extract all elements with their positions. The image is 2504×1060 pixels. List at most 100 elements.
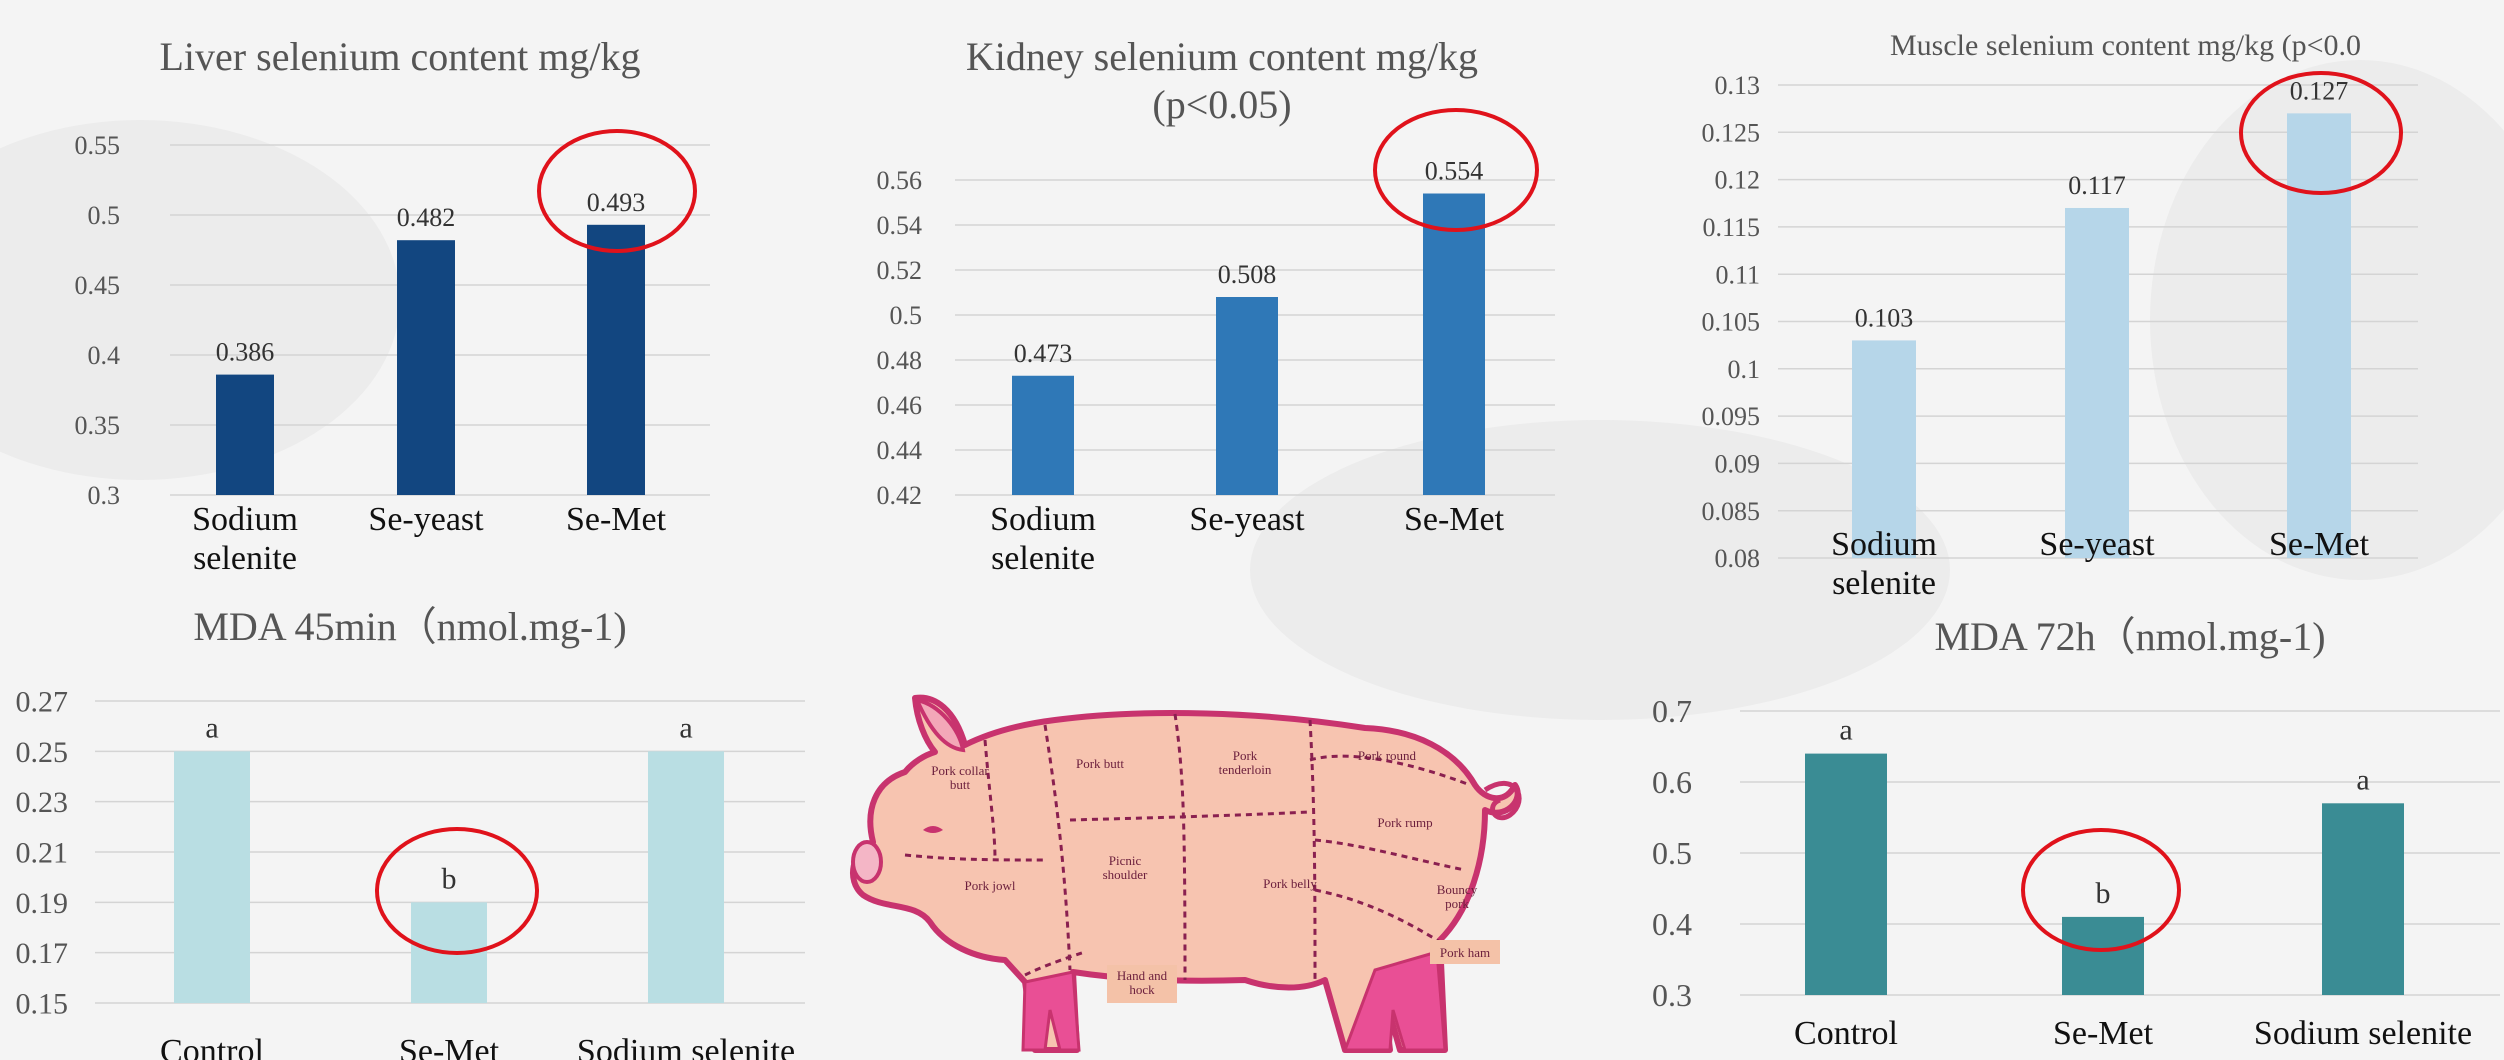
- bar: [2065, 207, 2129, 559]
- bar: [1423, 193, 1485, 495]
- y-tick-label: 0.5: [88, 201, 121, 230]
- x-category-label: Se-yeast: [1189, 501, 1305, 538]
- highlight-circle: [1373, 108, 1539, 232]
- y-tick-label: 0.11: [1715, 260, 1760, 289]
- y-tick-label: 0.44: [877, 436, 923, 465]
- y-tick-label: 0.12: [1715, 166, 1761, 195]
- pig-back-leg: [1342, 950, 1447, 1052]
- chart-title: MDA 45min（nmol.mg-1): [193, 604, 626, 649]
- cut-label-butt: Pork butt: [1076, 756, 1124, 771]
- data-label: 0.103: [1855, 303, 1914, 332]
- y-tick-label: 0.3: [1652, 977, 1692, 1013]
- x-category-label: Sodium selenite: [990, 501, 1096, 577]
- x-category-label: Se-Met: [566, 501, 667, 538]
- muscle-selenium-chart: Muscle selenium content mg/kg (p<0.0 0.08…: [1702, 29, 2418, 602]
- background-shape: [1250, 420, 1950, 720]
- highlight-circle: [2239, 71, 2403, 195]
- cut-label-hock: Hand and hock: [1117, 968, 1168, 997]
- y-tick-label: 0.56: [877, 166, 923, 195]
- y-tick-label: 0.46: [877, 391, 923, 420]
- x-category-label: Se-yeast: [2039, 526, 2155, 563]
- chart-title: MDA 72h（nmol.mg-1): [1934, 614, 2325, 659]
- y-tick-label: 0.08: [1715, 544, 1761, 573]
- background-shape: [0, 120, 400, 480]
- cut-label-ham: Pork ham: [1440, 945, 1490, 960]
- cut-label-rump: Pork rump: [1377, 815, 1432, 830]
- bar: [1852, 340, 1916, 558]
- data-label: b: [2096, 877, 2111, 910]
- y-tick-label: 0.3: [88, 481, 121, 510]
- y-tick-label: 0.21: [16, 837, 69, 870]
- x-category-label: Sodium selenite: [577, 1033, 795, 1060]
- chart-title: Muscle selenium content mg/kg (p<0.0: [1890, 29, 2361, 62]
- y-tick-label: 0.115: [1702, 213, 1760, 242]
- y-tick-label: 0.1: [1728, 355, 1761, 384]
- mda-45min-chart: MDA 45min（nmol.mg-1) 0.15 0.17 0.19 0.21 0.23…: [16, 604, 805, 1060]
- y-tick-label: 0.085: [1702, 497, 1761, 526]
- y-tick-label: 0.6: [1652, 764, 1692, 800]
- y-tick-label: 0.105: [1702, 308, 1761, 337]
- y-tick-label: 0.4: [88, 341, 121, 370]
- x-category-label: Se-Met: [1404, 501, 1505, 538]
- x-category-label: Sodium selenite: [1831, 526, 1937, 602]
- pig-body: [850, 694, 1521, 1053]
- cut-lines: [904, 713, 1471, 983]
- y-tick-label: 0.25: [16, 736, 69, 769]
- ham-label-box: [1430, 940, 1500, 964]
- data-label: 0.508: [1218, 260, 1277, 289]
- bar: [174, 751, 250, 1003]
- y-tick-label: 0.27: [16, 686, 69, 719]
- data-label: a: [2356, 763, 2369, 796]
- cut-label-picnic: Picnic shoulder: [1103, 853, 1148, 882]
- highlight-circle: [375, 827, 539, 955]
- hock-label-box: [1107, 965, 1177, 1003]
- data-label: 0.386: [216, 338, 275, 367]
- y-tick-label: 0.23: [16, 786, 69, 819]
- pig-ear: [913, 697, 966, 753]
- bar: [2322, 803, 2404, 995]
- bar: [216, 374, 274, 495]
- y-tick-label: 0.09: [1715, 450, 1761, 479]
- bar: [648, 751, 724, 1003]
- y-tick-label: 0.15: [16, 988, 69, 1021]
- x-category-label: Control: [160, 1033, 264, 1060]
- cut-label-jowl: Pork jowl: [965, 878, 1016, 893]
- data-label: 0.473: [1014, 339, 1073, 368]
- y-tick-label: 0.5: [890, 301, 923, 330]
- liver-selenium-chart: Liver selenium content mg/kg 0.3 0.35 0.4 0.…: [75, 34, 710, 577]
- bar: [2287, 113, 2351, 558]
- data-label: a: [679, 711, 692, 744]
- data-label: 0.554: [1425, 157, 1484, 186]
- cut-label-round: Pork round: [1358, 748, 1417, 763]
- chart-title: Kidney selenium content mg/kg (p<0.05): [966, 34, 1478, 127]
- data-label: 0.482: [397, 203, 456, 232]
- chart-title: Liver selenium content mg/kg: [160, 34, 641, 79]
- pig-tail: [1483, 780, 1522, 821]
- data-label: 0.493: [587, 188, 646, 217]
- cut-label-bouncy: Bouncy pork: [1437, 882, 1478, 911]
- y-tick-label: 0.125: [1702, 118, 1761, 147]
- pig-snout: [851, 840, 883, 884]
- y-tick-label: 0.35: [75, 411, 121, 440]
- data-label: 0.117: [2068, 171, 2126, 200]
- y-tick-label: 0.095: [1702, 402, 1761, 431]
- y-tick-label: 0.42: [877, 481, 923, 510]
- x-category-label: Se-Met: [2269, 526, 2370, 563]
- y-tick-label: 0.19: [16, 887, 69, 920]
- x-category-label: Se-Met: [399, 1033, 500, 1060]
- bar: [1012, 375, 1074, 495]
- data-label: a: [1839, 714, 1852, 747]
- y-tick-label: 0.5: [1652, 835, 1692, 871]
- data-label: a: [205, 711, 218, 744]
- cut-label-tenderloin: Pork tenderloin: [1219, 748, 1272, 777]
- y-tick-label: 0.4: [1652, 906, 1692, 942]
- pig-cuts-diagram: Pork collar butt Pork butt Pork tenderloin…: [850, 694, 1522, 1053]
- y-tick-label: 0.13: [1715, 71, 1761, 100]
- x-category-label: Sodium selenite: [192, 501, 298, 577]
- pig-eye: [923, 826, 943, 833]
- bar: [587, 224, 645, 496]
- x-category-label: Se-Met: [2053, 1015, 2154, 1052]
- highlight-circle: [537, 129, 697, 253]
- y-tick-label: 0.45: [75, 271, 121, 300]
